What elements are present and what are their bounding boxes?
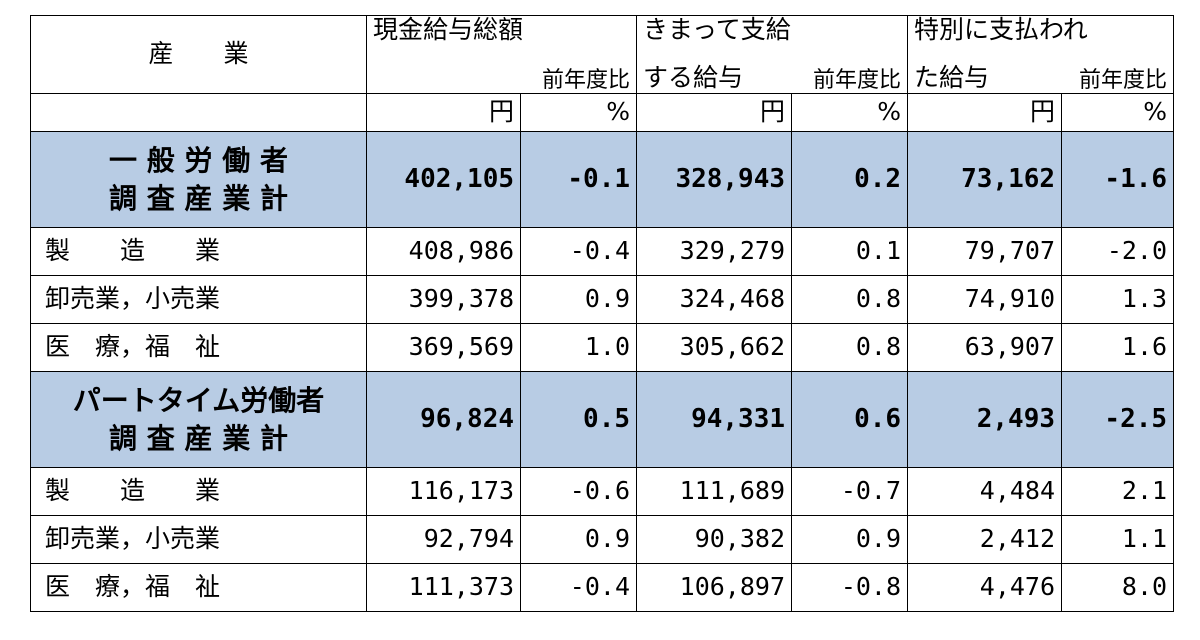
cell-cash-yoy: 0.9 [519, 275, 638, 324]
cell-special: 2,412 [907, 515, 1063, 564]
cell-contract: 324,468 [636, 275, 793, 324]
cell-cash-yoy: -0.6 [519, 467, 638, 516]
cell-special: 2,493 [907, 371, 1063, 468]
cell-cash-total: 111,373 [366, 563, 521, 612]
category-parttime: パートタイム労働者 調 査 産 業 計 [30, 371, 367, 468]
cell-contract-yoy: 0.6 [791, 371, 909, 468]
table-row-general-total: 一 般 労 働 者 調 査 産 業 計 402,105 -0.1 328,943… [30, 131, 1175, 228]
cell-special: 4,476 [907, 563, 1063, 612]
category-parttime-line2: 調 査 産 業 計 [109, 421, 288, 455]
cell-special-yoy: 1.1 [1061, 515, 1175, 564]
table-row: 卸売業，小売業 399,378 0.9 324,468 0.8 74,910 1… [30, 275, 1175, 324]
cell-special-yoy: -1.6 [1061, 131, 1175, 228]
header-special-line2: た給与 [907, 53, 1062, 94]
unit-row: 円 % 円 % 円 % [30, 93, 1175, 132]
cell-contract-yoy: 0.8 [791, 323, 909, 372]
cell-special-yoy: 8.0 [1061, 563, 1175, 612]
table-row: 製 造 業 408,986 -0.4 329,279 0.1 79,707 -2… [30, 227, 1175, 276]
header-contract-line1: きまって支給 [636, 15, 909, 54]
cell-special: 63,907 [907, 323, 1063, 372]
cell-special-yoy: -2.5 [1061, 371, 1175, 468]
cell-special-yoy: 1.6 [1061, 323, 1175, 372]
wage-table-container: 産 業 現金給与総額 きまって支給 特別に支払われ 前年度比 する給与 前年度比… [30, 15, 1175, 612]
cell-cash-total: 402,105 [366, 131, 521, 228]
unit-pct: % [1061, 93, 1175, 132]
wage-table: 産 業 現金給与総額 きまって支給 特別に支払われ 前年度比 する給与 前年度比… [30, 15, 1175, 612]
cell-special: 79,707 [907, 227, 1063, 276]
cell-contract-yoy: -0.7 [791, 467, 909, 516]
unit-yen: 円 [636, 93, 793, 132]
cell-contract-yoy: -0.8 [791, 563, 909, 612]
cell-cash-total: 116,173 [366, 467, 521, 516]
unit-pct: % [791, 93, 909, 132]
cell-cash-yoy: -0.4 [519, 227, 638, 276]
unit-blank [30, 93, 367, 132]
cell-cash-total: 399,378 [366, 275, 521, 324]
cell-cash-total: 369,569 [366, 323, 521, 372]
table-row: 医 療，福 祉 369,569 1.0 305,662 0.8 63,907 1… [30, 323, 1175, 372]
header-contract-line2: する給与 [636, 53, 792, 94]
cell-special-yoy: -2.0 [1061, 227, 1175, 276]
cell-special-yoy: 2.1 [1061, 467, 1175, 516]
table-row-parttime-total: パートタイム労働者 調 査 産 業 計 96,824 0.5 94,331 0.… [30, 371, 1175, 468]
header-row-2: 前年度比 する給与 前年度比 た給与 前年度比 [31, 53, 1175, 94]
cell-contract-yoy: 0.1 [791, 227, 909, 276]
industry-name: 製 造 業 [30, 467, 367, 516]
unit-yen: 円 [366, 93, 521, 132]
cell-cash-yoy: 0.9 [519, 515, 638, 564]
industry-name: 医 療，福 祉 [30, 323, 367, 372]
cell-contract-yoy: 0.2 [791, 131, 909, 228]
cell-cash-total: 92,794 [366, 515, 521, 564]
cell-contract: 328,943 [636, 131, 793, 228]
cell-cash-yoy: -0.1 [519, 131, 638, 228]
category-general-line1: 一 般 労 働 者 [109, 143, 288, 177]
unit-yen: 円 [907, 93, 1063, 132]
cell-special: 73,162 [907, 131, 1063, 228]
cell-contract: 111,689 [636, 467, 793, 516]
cell-contract: 106,897 [636, 563, 793, 612]
header-contract-yoy: 前年度比 [791, 53, 909, 94]
cell-special-yoy: 1.3 [1061, 275, 1175, 324]
cell-contract: 329,279 [636, 227, 793, 276]
industry-name: 医 療，福 祉 [30, 563, 367, 612]
header-industry: 産 業 [30, 15, 367, 94]
cell-cash-yoy: -0.4 [519, 563, 638, 612]
cell-special: 4,484 [907, 467, 1063, 516]
table-row: 製 造 業 116,173 -0.6 111,689 -0.7 4,484 2.… [30, 467, 1175, 516]
category-parttime-line1: パートタイム労働者 [72, 383, 325, 417]
table-row: 医 療，福 祉 111,373 -0.4 106,897 -0.8 4,476 … [30, 563, 1175, 612]
header-cash-total: 現金給与総額 [365, 15, 638, 54]
cell-contract: 90,382 [636, 515, 793, 564]
cell-cash-yoy: 1.0 [519, 323, 638, 372]
cell-cash-total: 96,824 [366, 371, 521, 468]
industry-name: 卸売業，小売業 [30, 515, 367, 564]
cell-contract-yoy: 0.8 [791, 275, 909, 324]
cell-cash-yoy: 0.5 [519, 371, 638, 468]
unit-pct: % [519, 93, 638, 132]
header-special-yoy: 前年度比 [1061, 53, 1175, 94]
cell-contract: 94,331 [636, 371, 793, 468]
cell-cash-total: 408,986 [366, 227, 521, 276]
header-special-line1: 特別に支払われ [907, 15, 1175, 54]
industry-name: 製 造 業 [30, 227, 367, 276]
table-row: 卸売業，小売業 92,794 0.9 90,382 0.9 2,412 1.1 [30, 515, 1175, 564]
header-cash-yoy: 前年度比 [365, 53, 638, 94]
industry-name: 卸売業，小売業 [30, 275, 367, 324]
cell-contract-yoy: 0.9 [791, 515, 909, 564]
category-general-line2: 調 査 産 業 計 [109, 181, 288, 215]
cell-special: 74,910 [907, 275, 1063, 324]
category-general: 一 般 労 働 者 調 査 産 業 計 [30, 131, 367, 228]
cell-contract: 305,662 [636, 323, 793, 372]
header-row-1: 産 業 現金給与総額 きまって支給 特別に支払われ [30, 15, 1175, 94]
